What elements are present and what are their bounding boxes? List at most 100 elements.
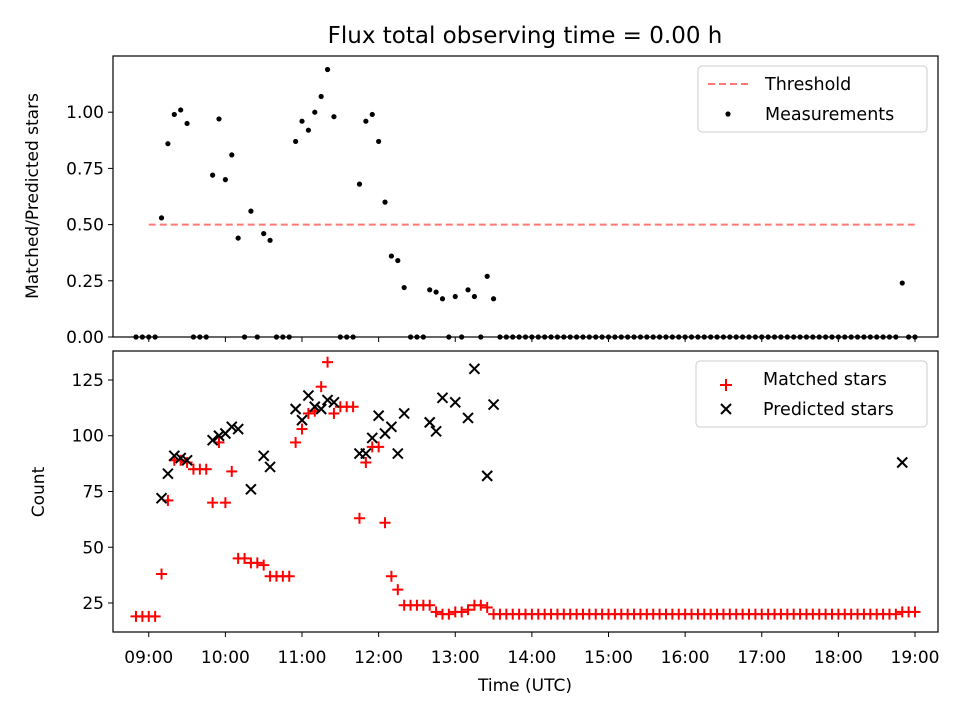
predicted-star-point — [302, 389, 315, 402]
measurement-point — [299, 118, 305, 124]
matched-star-point — [251, 557, 263, 569]
predicted-star-point — [372, 409, 385, 422]
legend-matched-swatch — [720, 379, 732, 391]
bottom-y-tick-label: 100 — [72, 427, 104, 447]
top-y-tick-label: 0.50 — [66, 216, 104, 236]
predicted-star-point — [155, 492, 168, 504]
measurement-point — [248, 208, 254, 214]
predicted-star-point — [296, 414, 308, 426]
top-y-tick-label: 0.25 — [66, 272, 104, 292]
predicted-star-point — [206, 434, 219, 446]
bottom-axes-frame — [112, 350, 939, 633]
matched-star-point — [462, 604, 474, 616]
matched-star-point — [258, 559, 270, 571]
predicted-star-point — [289, 403, 302, 415]
predicted-star-point — [385, 421, 398, 433]
measurement-point — [318, 93, 324, 100]
measurement-point — [356, 181, 363, 187]
matched-star-point — [302, 407, 314, 419]
x-tick-label: 12:00 — [354, 648, 403, 668]
matched-star-point — [890, 608, 902, 620]
predicted-star-point — [328, 396, 340, 409]
predicted-star-point — [257, 450, 270, 462]
matched-star-point — [283, 570, 295, 582]
predicted-star-point — [436, 392, 449, 404]
predicted-star-point — [213, 430, 225, 442]
measurement-point — [376, 138, 382, 145]
measurement-point — [452, 293, 458, 300]
x-tick-label: 18:00 — [814, 648, 863, 668]
measurement-point — [171, 111, 177, 118]
matched-star-point — [392, 584, 404, 596]
bottom-legend: Matched stars Predicted stars — [695, 360, 928, 428]
predicted-star-point — [162, 467, 174, 480]
predicted-star-point — [366, 432, 378, 444]
top-y-tick-label: 0.00 — [66, 328, 104, 348]
measurement-point — [395, 257, 401, 264]
matched-star-point — [385, 570, 397, 582]
measurement-point — [388, 253, 395, 259]
predicted-star-point — [430, 425, 442, 437]
bottom-x-ticks: 09:00 10:00 11:00 12:00 13:00 14:00 15:00 16:00… — [124, 632, 940, 668]
measurement-point — [490, 296, 497, 302]
measurement-point — [465, 287, 471, 293]
bottom-y-tick-label: 50 — [82, 538, 104, 558]
measurement-point — [484, 273, 490, 279]
measurement-point — [899, 280, 905, 286]
measurement-point — [261, 230, 267, 237]
measurement-point — [293, 138, 299, 145]
measurement-point — [178, 107, 184, 113]
matched-star-point — [315, 381, 327, 393]
matched-star-point — [296, 423, 308, 435]
x-tick-label: 17:00 — [737, 648, 786, 668]
chart-title: Flux total observing time = 0.00 h — [328, 23, 723, 49]
predicted-star-point — [309, 401, 321, 413]
bottom-chart: Count Time (UTC) 25 50 75 100 125 09:00 10:00… — [29, 350, 940, 696]
measurement-point — [433, 289, 439, 295]
matched-star-point — [373, 441, 385, 453]
measurement-point — [165, 141, 171, 147]
measurement-point — [324, 66, 331, 73]
matched-star-point — [207, 497, 219, 509]
matched-star-point — [909, 606, 921, 618]
matched-star-point — [290, 436, 302, 448]
measurement-point — [235, 235, 241, 241]
legend-measurements-swatch — [725, 111, 731, 117]
bottom-plot-area — [130, 356, 921, 622]
legend-predicted-swatch — [720, 403, 732, 415]
measurement-point — [229, 152, 235, 158]
predicted-star-point — [398, 407, 410, 420]
matched-star-point — [322, 356, 334, 368]
matched-star-point — [181, 457, 193, 469]
x-tick-label: 19:00 — [891, 648, 940, 668]
x-tick-label: 09:00 — [124, 648, 173, 668]
matched-star-point — [226, 465, 238, 477]
predicted-star-point — [174, 452, 187, 464]
legend-predicted-label: Predicted stars — [763, 400, 894, 420]
measurement-point — [363, 118, 369, 124]
top-chart: Flux total observing time = 0.00 h Match… — [23, 23, 939, 348]
x-tick-label: 11:00 — [278, 648, 327, 668]
measurement-point — [216, 116, 222, 122]
predicted-star-point — [264, 461, 276, 473]
top-y-tick-label: 0.75 — [66, 159, 104, 179]
bottom-y-tick-label: 25 — [82, 594, 104, 614]
matched-star-point — [347, 401, 359, 413]
measurement-point — [427, 287, 433, 293]
predicted-star-point — [449, 396, 461, 409]
top-axes-frame — [112, 55, 939, 338]
measurement-point — [439, 296, 446, 302]
matched-star-point — [379, 517, 391, 529]
measurement-point — [184, 120, 190, 127]
x-tick-label: 13:00 — [431, 648, 480, 668]
measurement-point — [471, 293, 478, 300]
predicted-star-point — [896, 456, 908, 469]
bottom-y-axis-label: Count — [29, 466, 49, 517]
measurement-point — [158, 215, 165, 221]
matched-star-point — [219, 497, 231, 509]
top-y-axis-label: Matched/Predicted stars — [23, 93, 43, 299]
matched-star-point — [200, 463, 212, 475]
top-legend-box — [697, 65, 928, 133]
measurement-point — [305, 127, 311, 133]
